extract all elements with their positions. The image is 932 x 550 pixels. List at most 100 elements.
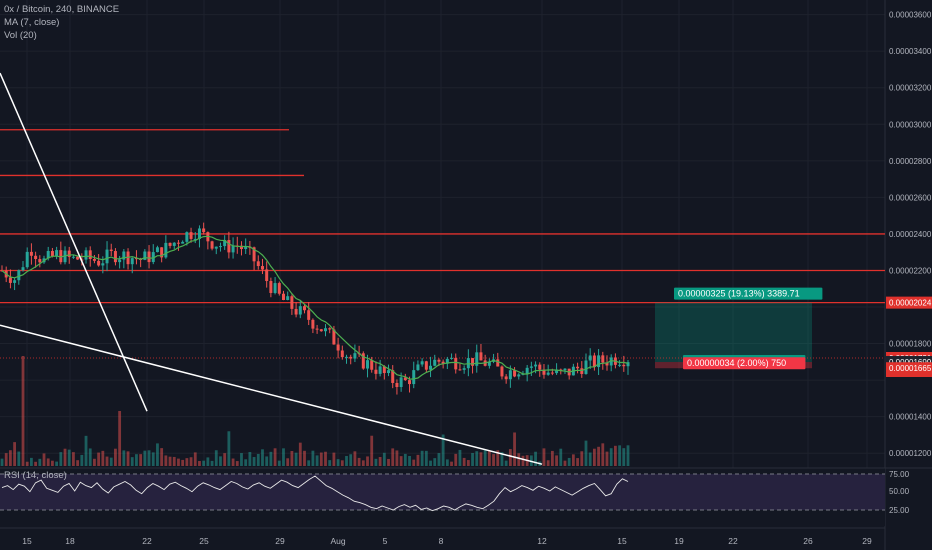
candle-body xyxy=(475,352,479,366)
candle-body xyxy=(71,256,75,258)
candle-body xyxy=(118,259,122,263)
price-tick-5: 0.00002600 xyxy=(889,193,932,202)
ma-indicator-label[interactable]: MA (7, close) xyxy=(4,17,60,28)
volume-bar xyxy=(88,448,92,466)
volume-bar xyxy=(609,448,613,466)
symbol-title[interactable]: 0x / Bitcoin, 240, BINANCE xyxy=(4,4,120,15)
volume-bar xyxy=(462,457,466,466)
date-tick-4: 29 xyxy=(275,536,285,546)
volume-bar xyxy=(72,452,75,466)
price-tick-7: 0.00002200 xyxy=(889,266,932,275)
volume-bar xyxy=(626,445,630,466)
profit-zone xyxy=(655,302,812,363)
candle-body xyxy=(361,353,365,369)
candle-body xyxy=(193,238,197,240)
volume-bar xyxy=(542,448,546,466)
volume-bar xyxy=(534,451,537,466)
volume-bar xyxy=(382,452,386,466)
volume-bar xyxy=(445,459,449,466)
candle-body xyxy=(273,283,277,293)
volume-bar xyxy=(622,448,626,466)
volume-bar xyxy=(46,458,50,466)
volume-bar xyxy=(324,451,327,466)
volume-bar xyxy=(311,450,315,466)
date-tick-11: 22 xyxy=(728,536,738,546)
candle-body xyxy=(88,250,92,259)
candle-body xyxy=(420,361,424,365)
volume-bar xyxy=(139,454,143,466)
candle-body xyxy=(584,360,588,374)
candle-body xyxy=(239,245,243,250)
candle-body xyxy=(479,352,483,361)
volume-bar xyxy=(273,448,277,466)
candle-body xyxy=(223,240,227,247)
volume-bar xyxy=(315,455,319,466)
candle-body xyxy=(13,280,17,283)
volume-bar xyxy=(214,450,218,466)
chart-legend: 0x / Bitcoin, 240, BINANCE MA (7, close)… xyxy=(4,3,119,42)
volume-bar xyxy=(605,451,609,466)
price-tick-6: 0.00002400 xyxy=(889,230,932,239)
candle-body xyxy=(458,369,462,371)
candle-body xyxy=(155,247,159,253)
date-tick-9: 15 xyxy=(617,536,627,546)
volume-bar xyxy=(235,461,239,466)
candle-body xyxy=(38,259,42,263)
candle-body xyxy=(260,266,264,270)
candle-body xyxy=(67,250,71,257)
candle-body xyxy=(92,258,96,261)
volume-bar xyxy=(429,460,432,466)
volume-bar xyxy=(126,451,130,466)
candle-body xyxy=(513,370,517,377)
volume-bar xyxy=(51,460,54,466)
volume-bar xyxy=(240,453,243,466)
volume-bar xyxy=(454,453,458,466)
candle-body xyxy=(197,228,201,239)
candle-body xyxy=(244,246,248,250)
candle-body xyxy=(227,240,231,253)
volume-bar xyxy=(143,450,147,466)
volume-bar xyxy=(328,460,332,466)
date-tick-8: 12 xyxy=(537,536,547,546)
rsi-indicator-label[interactable]: RSI (14, close) xyxy=(4,470,67,481)
volume-bar xyxy=(25,461,29,466)
volume-bar xyxy=(496,450,500,466)
volume-bar xyxy=(618,445,621,466)
price-tag-bg-13 xyxy=(886,362,932,375)
volume-indicator-label[interactable]: Vol (20) xyxy=(4,30,37,41)
date-tick-2: 22 xyxy=(142,536,152,546)
volume-bar xyxy=(198,461,201,466)
volume-bar xyxy=(227,431,231,466)
candle-body xyxy=(21,267,25,271)
candle-body xyxy=(151,252,155,263)
candle-body xyxy=(176,242,180,244)
candle-body xyxy=(517,374,521,377)
candle-body xyxy=(214,246,218,249)
candle-body xyxy=(25,251,29,268)
candle-body xyxy=(395,382,399,388)
candle-body xyxy=(189,232,193,239)
candle-body xyxy=(605,362,609,366)
candle-body xyxy=(592,355,596,368)
volume-bar xyxy=(256,453,260,466)
volume-bar xyxy=(93,458,96,466)
date-tick-0: 15 xyxy=(22,536,32,546)
volume-bar xyxy=(546,460,550,466)
volume-bar xyxy=(517,453,521,466)
volume-bar xyxy=(252,457,256,466)
volume-bar xyxy=(420,450,424,466)
candle-body xyxy=(302,306,306,311)
candle-body xyxy=(328,328,332,330)
volume-bar xyxy=(21,356,25,466)
volume-bar xyxy=(357,457,361,466)
candle-body xyxy=(441,361,445,364)
candle-body xyxy=(546,372,550,375)
volume-bar xyxy=(345,455,348,466)
volume-bar xyxy=(450,461,453,466)
candle-body xyxy=(76,256,80,260)
volume-bar xyxy=(122,450,126,466)
moving-average-line xyxy=(1,235,629,380)
price-tick-15: 0.00001200 xyxy=(889,449,932,458)
price-tick-9: 0.00001800 xyxy=(889,340,932,349)
